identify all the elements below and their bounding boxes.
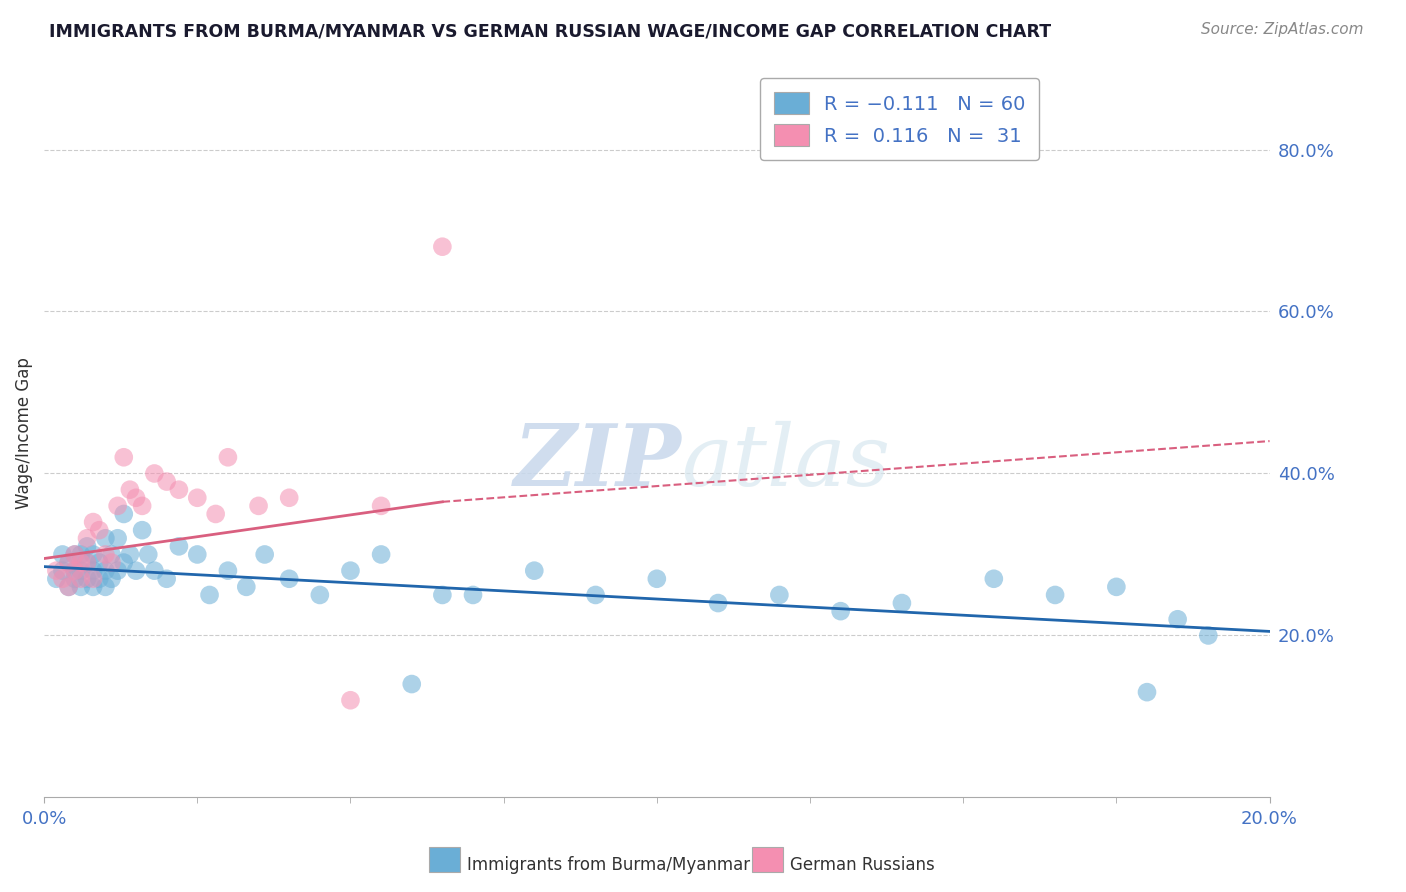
Point xyxy=(167,540,190,554)
Point xyxy=(1043,588,1066,602)
Point xyxy=(401,677,423,691)
Point xyxy=(100,548,122,562)
Point xyxy=(186,491,208,505)
Point xyxy=(585,588,607,602)
Point xyxy=(131,523,153,537)
Point xyxy=(63,564,86,578)
Text: Immigrants from Burma/Myanmar: Immigrants from Burma/Myanmar xyxy=(467,856,749,874)
Point xyxy=(707,596,730,610)
Point xyxy=(432,240,454,254)
Point xyxy=(82,564,104,578)
Point xyxy=(112,507,135,521)
Point xyxy=(70,548,93,562)
Point xyxy=(432,588,454,602)
Point xyxy=(253,548,276,562)
Point xyxy=(339,693,361,707)
Point xyxy=(107,564,129,578)
Point xyxy=(107,531,129,545)
Point xyxy=(1105,580,1128,594)
Point xyxy=(131,499,153,513)
Point xyxy=(51,548,73,562)
Point xyxy=(198,588,221,602)
Point xyxy=(94,548,117,562)
Point xyxy=(125,564,148,578)
Point xyxy=(217,450,239,465)
Point xyxy=(125,491,148,505)
Point xyxy=(45,572,67,586)
Point xyxy=(136,548,159,562)
Point xyxy=(63,572,86,586)
Point xyxy=(76,556,98,570)
Point xyxy=(156,572,179,586)
Point xyxy=(58,580,80,594)
Point xyxy=(51,564,73,578)
Point xyxy=(1197,628,1219,642)
Point xyxy=(94,531,117,545)
Point xyxy=(76,531,98,545)
Point xyxy=(308,588,330,602)
Point xyxy=(143,467,166,481)
Point xyxy=(94,564,117,578)
Point xyxy=(890,596,912,610)
Point xyxy=(143,564,166,578)
Text: Source: ZipAtlas.com: Source: ZipAtlas.com xyxy=(1201,22,1364,37)
Point xyxy=(112,450,135,465)
Point xyxy=(89,556,111,570)
Point xyxy=(51,572,73,586)
Point xyxy=(58,556,80,570)
Point xyxy=(82,572,104,586)
Point xyxy=(76,556,98,570)
Point xyxy=(70,572,93,586)
Text: IMMIGRANTS FROM BURMA/MYANMAR VS GERMAN RUSSIAN WAGE/INCOME GAP CORRELATION CHAR: IMMIGRANTS FROM BURMA/MYANMAR VS GERMAN … xyxy=(49,22,1052,40)
Point xyxy=(983,572,1005,586)
Point xyxy=(70,580,93,594)
Text: ZIP: ZIP xyxy=(513,420,682,504)
Point xyxy=(58,556,80,570)
Text: atlas: atlas xyxy=(682,421,890,503)
Point xyxy=(107,499,129,513)
Point xyxy=(82,548,104,562)
Point xyxy=(63,564,86,578)
Point xyxy=(339,564,361,578)
Point xyxy=(112,556,135,570)
Point xyxy=(217,564,239,578)
Point xyxy=(186,548,208,562)
Point xyxy=(167,483,190,497)
Point xyxy=(70,564,93,578)
Point xyxy=(63,548,86,562)
Point xyxy=(461,588,484,602)
Point xyxy=(768,588,790,602)
Point xyxy=(235,580,257,594)
Point xyxy=(82,580,104,594)
Point xyxy=(89,523,111,537)
Point xyxy=(156,475,179,489)
Point xyxy=(645,572,668,586)
Point xyxy=(247,499,270,513)
Point xyxy=(45,564,67,578)
Point xyxy=(89,572,111,586)
Point xyxy=(118,483,141,497)
Point xyxy=(76,572,98,586)
Point xyxy=(94,580,117,594)
Point xyxy=(204,507,226,521)
Point xyxy=(1167,612,1189,626)
Point xyxy=(523,564,546,578)
Point xyxy=(370,499,392,513)
Point xyxy=(76,540,98,554)
Point xyxy=(278,491,301,505)
Y-axis label: Wage/Income Gap: Wage/Income Gap xyxy=(15,357,32,509)
Point xyxy=(82,515,104,529)
Point xyxy=(58,580,80,594)
Point xyxy=(100,572,122,586)
Point xyxy=(278,572,301,586)
Point xyxy=(370,548,392,562)
Point xyxy=(63,548,86,562)
Point xyxy=(830,604,852,618)
Text: German Russians: German Russians xyxy=(790,856,935,874)
Legend: R = −0.111   N = 60, R =  0.116   N =  31: R = −0.111 N = 60, R = 0.116 N = 31 xyxy=(761,78,1039,160)
Point xyxy=(100,556,122,570)
Point xyxy=(1136,685,1159,699)
Point xyxy=(70,556,93,570)
Point xyxy=(118,548,141,562)
